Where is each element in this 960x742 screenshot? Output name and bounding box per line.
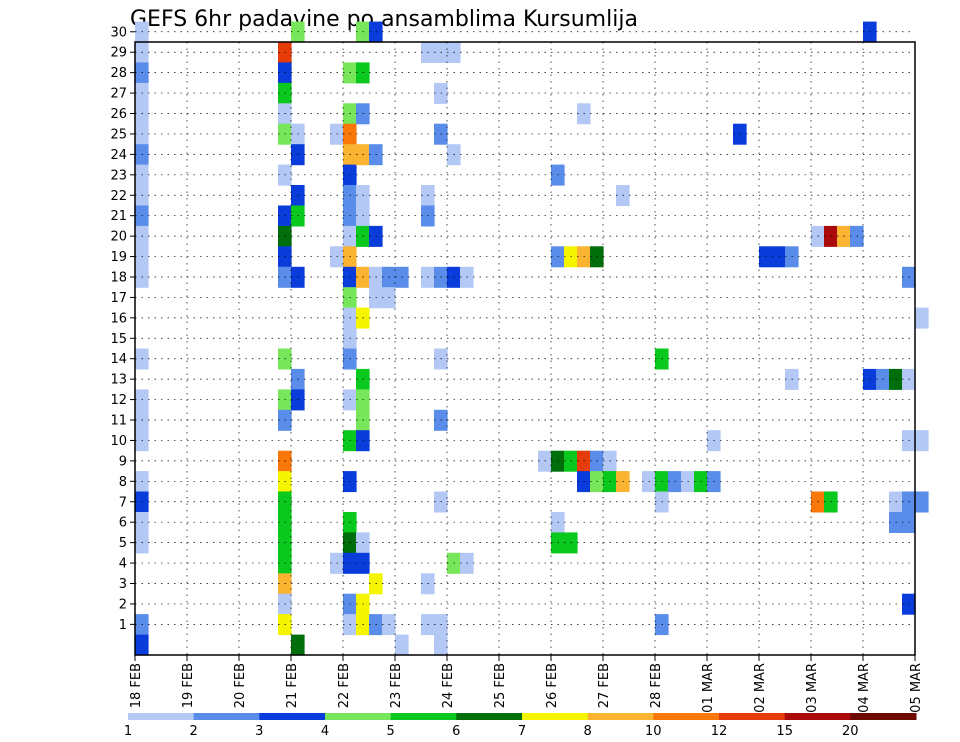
x-tick-label: 24 FEB [441, 663, 456, 708]
colorbar-label: 7 [518, 724, 526, 739]
colorbar-swatch [193, 713, 260, 720]
x-tick-label: 20 FEB [233, 663, 248, 708]
y-tick-label: 28 [110, 66, 127, 81]
y-tick-label: 19 [110, 250, 127, 265]
colorbar-label: 15 [776, 724, 793, 739]
y-tick-label: 27 [110, 87, 127, 102]
y-tick-label: 11 [110, 414, 127, 429]
ensemble-cell [395, 634, 409, 656]
x-tick-label: 05 MAR [909, 663, 924, 713]
ensemble-cell [915, 491, 929, 513]
y-tick-label: 4 [119, 557, 127, 572]
y-tick-label: 25 [110, 127, 127, 142]
x-tick-label: 25 FEB [493, 663, 508, 708]
colorbar-swatch [259, 713, 326, 720]
y-tick-label: 2 [119, 597, 127, 612]
x-tick-label: 23 FEB [389, 663, 404, 708]
y-tick-label: 20 [110, 230, 127, 245]
x-tick-label: 03 MAR [805, 663, 820, 713]
y-tick-label: 6 [119, 516, 127, 531]
colorbar-label: 20 [842, 724, 859, 739]
ensemble-cell [291, 634, 305, 656]
colorbar-label: 4 [321, 724, 329, 739]
y-tick-label: 24 [110, 148, 127, 163]
ensemble-cell [915, 430, 929, 452]
y-tick-label: 7 [119, 495, 127, 510]
colorbar-legend: 1 2 3 4 5 6 7 8 10 12 15 20 [124, 713, 917, 739]
x-tick-label: 01 MAR [701, 663, 716, 713]
y-tick-label: 9 [119, 454, 127, 469]
colorbar-swatch [522, 713, 589, 720]
x-tick-label: 18 FEB [129, 663, 144, 708]
x-tick-label: 28 FEB [649, 663, 664, 708]
y-tick-label: 29 [110, 46, 127, 61]
y-tick-label: 21 [110, 209, 127, 224]
y-tick-label: 12 [110, 393, 127, 408]
y-tick-label: 23 [110, 168, 127, 183]
colorbar-label: 8 [584, 724, 592, 739]
y-tick-label: 17 [110, 291, 127, 306]
colorbar-swatch [850, 713, 917, 720]
colorbar-swatch [456, 713, 523, 720]
y-tick-label: 3 [119, 577, 127, 592]
colorbar-label: 3 [255, 724, 263, 739]
x-tick-label: 02 MAR [753, 663, 768, 713]
colorbar-label: 6 [452, 724, 460, 739]
y-tick-label: 10 [110, 434, 127, 449]
x-tick-label: 19 FEB [181, 663, 196, 708]
x-axis-date-ticks: 18 FEB 19 FEB 20 FEB 21 FEB 22 FEB 23 FEB 24 F… [129, 655, 924, 713]
y-tick-label: 14 [110, 352, 127, 367]
colorbar-swatch [325, 713, 392, 720]
chart-title: GEFS 6hr padavine po ansamblima Kursumli… [130, 7, 638, 32]
colorbar-swatch [390, 713, 457, 720]
y-tick-label: 5 [119, 536, 127, 551]
y-tick-label: 16 [110, 311, 127, 326]
colorbar-swatch [784, 713, 851, 720]
ensemble-cell [434, 634, 448, 656]
x-tick-label: 04 MAR [857, 663, 872, 713]
ensemble-cell [915, 307, 929, 329]
colorbar-label: 2 [190, 724, 198, 739]
colorbar-swatch [719, 713, 786, 720]
colorbar-swatch [653, 713, 720, 720]
y-tick-label: 22 [110, 189, 127, 204]
colorbar-label: 12 [711, 724, 728, 739]
colorbar-label: 5 [387, 724, 395, 739]
ensemble-cell [135, 634, 149, 656]
y-tick-label: 8 [119, 475, 127, 490]
colorbar-label: 10 [645, 724, 662, 739]
y-tick-label: 30 [110, 25, 127, 40]
x-tick-label: 26 FEB [545, 663, 560, 708]
y-axis-member-ticks: 1234567891011121314151617181920212223242… [110, 25, 135, 633]
x-tick-label: 27 FEB [597, 663, 612, 708]
y-tick-label: 13 [110, 373, 127, 388]
colorbar-swatch [128, 713, 195, 720]
y-tick-label: 26 [110, 107, 127, 122]
x-tick-label: 21 FEB [285, 663, 300, 708]
y-tick-label: 15 [110, 332, 127, 347]
grid-lines [134, 31, 916, 655]
x-tick-label: 22 FEB [337, 663, 352, 708]
y-tick-label: 18 [110, 270, 127, 285]
colorbar-label: 1 [124, 724, 132, 739]
plot-frame [134, 41, 916, 656]
colorbar-swatch [587, 713, 654, 720]
y-tick-label: 1 [119, 618, 127, 633]
